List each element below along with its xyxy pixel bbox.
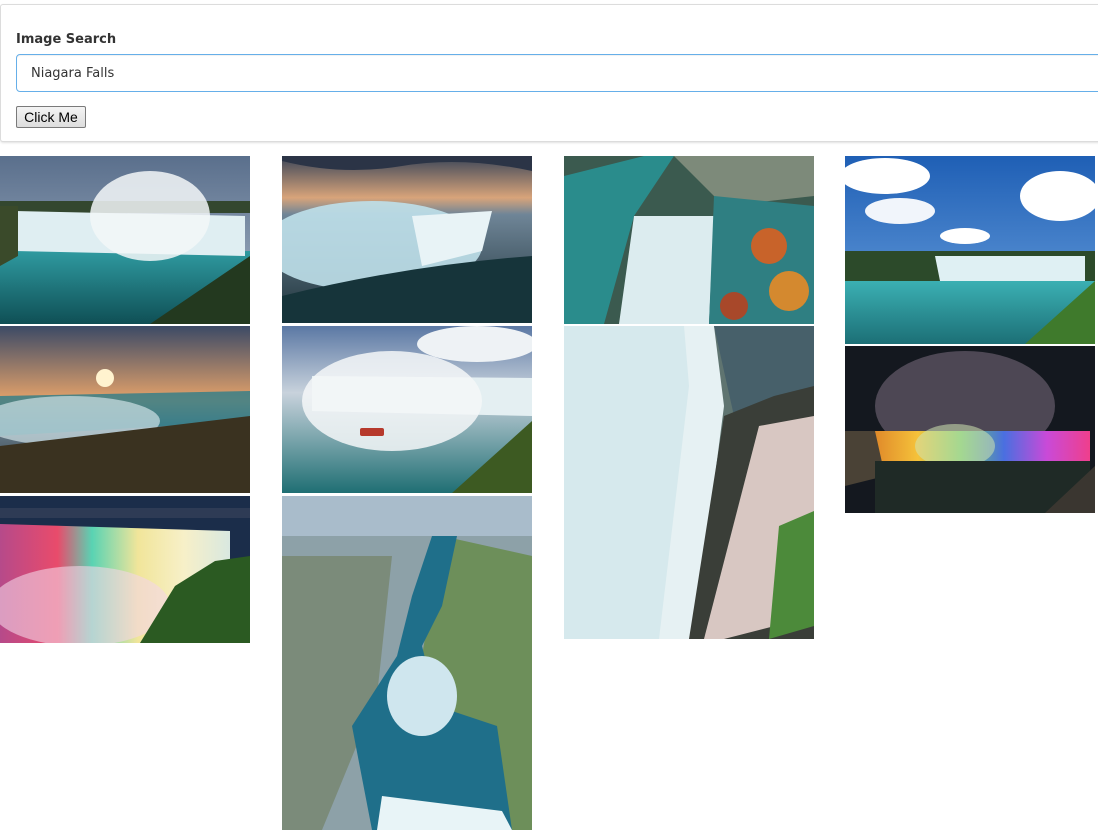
image-results-gallery: [0, 156, 1098, 834]
result-image-autumn-aerial-rapids[interactable]: [564, 156, 814, 324]
click-me-button[interactable]: Click Me: [16, 106, 86, 128]
result-image-falls-blue-sky-clouds[interactable]: [845, 156, 1095, 344]
result-image-falls-edge-observation-walkway[interactable]: [564, 326, 814, 639]
result-image-horseshoe-falls-mist[interactable]: [0, 156, 250, 324]
result-image-maid-of-the-mist-boat[interactable]: [282, 326, 532, 493]
image-search-label: Image Search: [16, 32, 117, 47]
search-input[interactable]: [16, 54, 1098, 92]
image-search-panel: Image Search Click Me: [0, 4, 1098, 142]
result-image-horseshoe-falls-sunset[interactable]: [0, 326, 250, 493]
result-image-niagara-river-aerial[interactable]: [282, 496, 532, 830]
result-image-falls-illuminated-night[interactable]: [845, 346, 1095, 513]
result-image-horseshoe-falls-dusk-longexposure[interactable]: [282, 156, 532, 323]
result-image-falls-rainbow-lights-night[interactable]: [0, 496, 250, 643]
